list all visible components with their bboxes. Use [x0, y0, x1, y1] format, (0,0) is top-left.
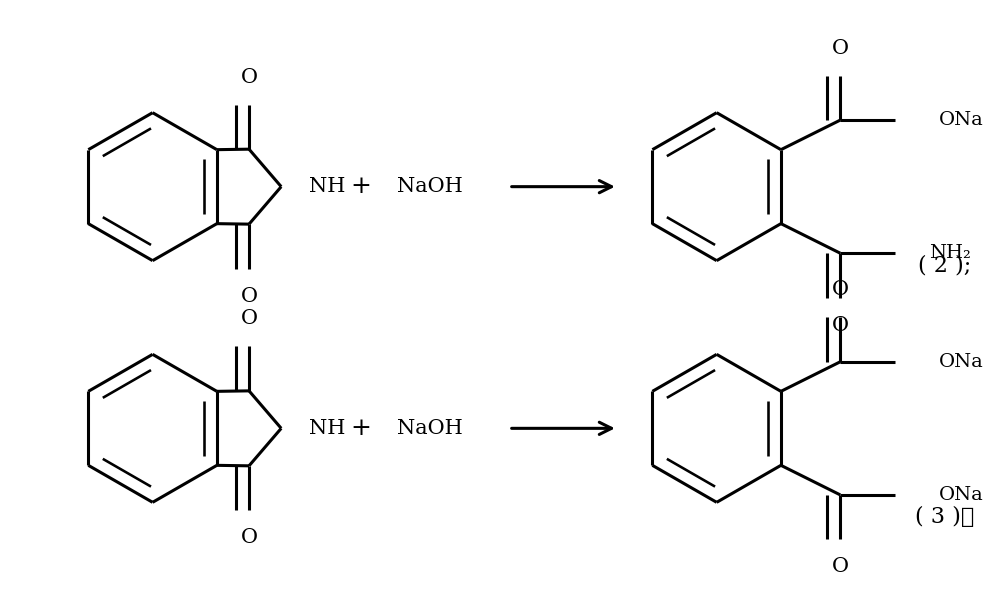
- Text: ( 3 )。: ( 3 )。: [915, 506, 974, 528]
- Text: O: O: [832, 315, 849, 335]
- Text: +: +: [350, 417, 371, 440]
- Text: ( 2 );: ( 2 );: [918, 255, 971, 277]
- Text: NH: NH: [309, 177, 345, 196]
- Text: O: O: [241, 68, 258, 87]
- Text: NH: NH: [309, 419, 345, 438]
- Text: NH₂: NH₂: [929, 244, 971, 262]
- Text: ONa: ONa: [939, 353, 984, 371]
- Text: NaOH: NaOH: [397, 177, 463, 196]
- Text: O: O: [241, 287, 258, 306]
- Text: O: O: [832, 557, 849, 576]
- Text: O: O: [832, 39, 849, 58]
- Text: O: O: [241, 528, 258, 547]
- Text: NaOH: NaOH: [397, 419, 463, 438]
- Text: O: O: [241, 309, 258, 328]
- Text: O: O: [832, 280, 849, 300]
- Text: ONa: ONa: [939, 111, 984, 129]
- Text: +: +: [350, 175, 371, 198]
- Text: ONa: ONa: [939, 486, 984, 504]
